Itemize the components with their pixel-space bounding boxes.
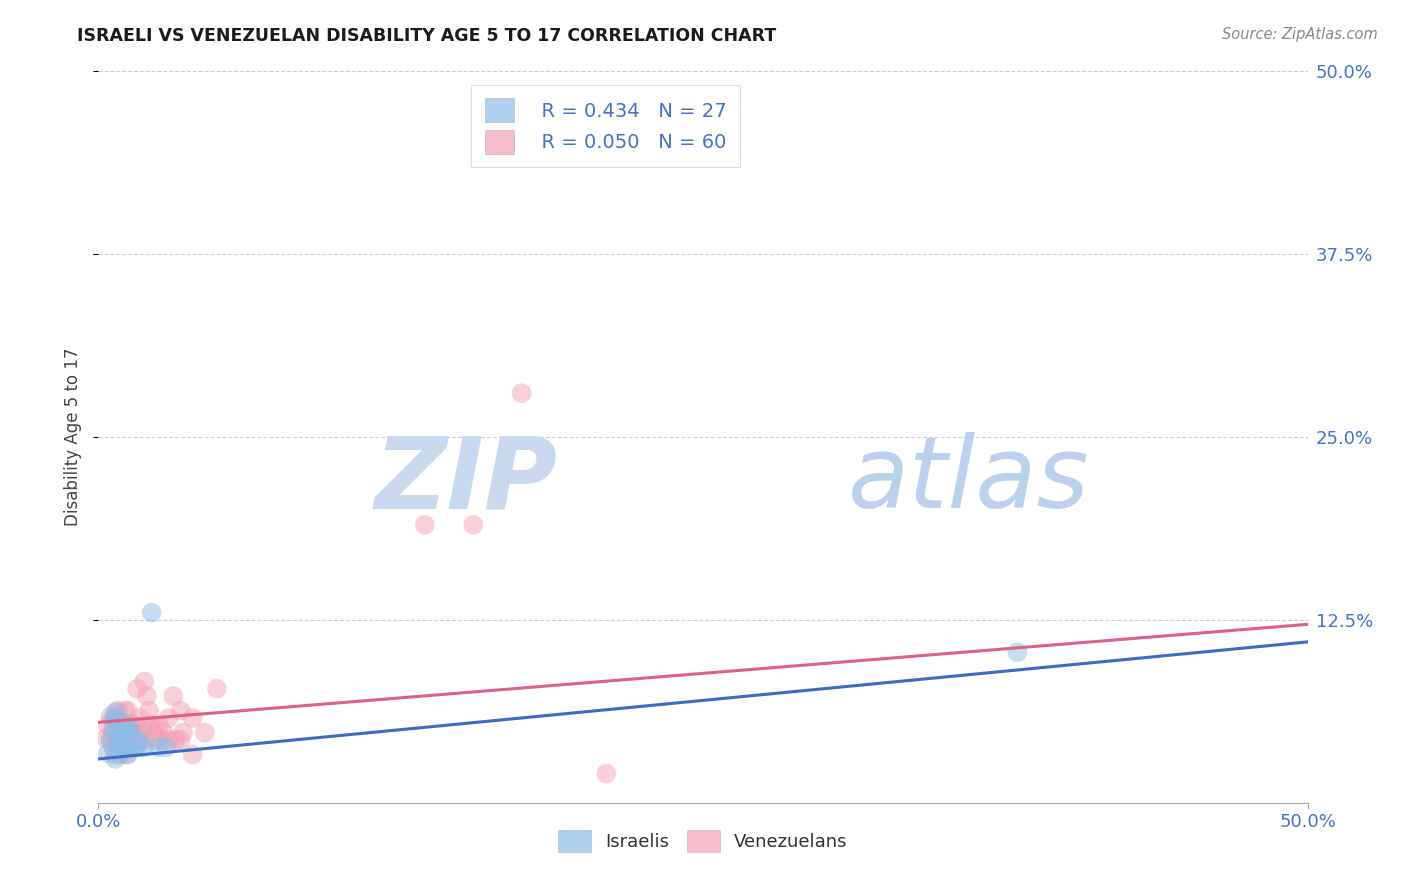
Point <box>101 713 124 727</box>
Y-axis label: Disability Age 5 to 17: Disability Age 5 to 17 <box>65 348 83 526</box>
Point <box>121 732 143 747</box>
Point <box>114 718 136 732</box>
Point <box>97 746 120 760</box>
Point <box>104 705 127 719</box>
Point <box>121 718 143 732</box>
Point <box>100 731 122 746</box>
Point <box>111 740 134 755</box>
Point <box>413 517 436 532</box>
Point <box>155 740 177 755</box>
Point <box>118 718 141 732</box>
Point <box>127 740 149 755</box>
Point <box>205 681 228 696</box>
Point <box>194 725 217 739</box>
Point <box>135 689 157 703</box>
Point <box>114 729 136 743</box>
Point <box>107 740 129 755</box>
Point <box>104 725 127 739</box>
Point <box>114 704 136 718</box>
Point <box>108 740 131 755</box>
Point <box>107 704 129 718</box>
Point <box>141 718 163 732</box>
Point <box>128 734 150 748</box>
Point <box>134 674 156 689</box>
Point <box>101 723 124 737</box>
Point <box>117 704 139 718</box>
Point <box>152 725 174 739</box>
Point <box>100 734 122 748</box>
Point <box>134 732 156 747</box>
Point <box>148 740 170 755</box>
Point <box>108 747 131 762</box>
Point <box>127 681 149 696</box>
Point <box>150 732 173 747</box>
Point <box>97 718 120 732</box>
Point <box>169 732 191 747</box>
Point <box>141 606 163 620</box>
Point <box>104 752 127 766</box>
Point <box>108 732 131 747</box>
Point <box>143 725 166 739</box>
Point <box>181 747 204 762</box>
Point <box>104 711 127 725</box>
Point <box>128 732 150 747</box>
Point <box>104 747 127 762</box>
Point <box>117 747 139 762</box>
Point <box>111 715 134 730</box>
Point <box>510 386 533 401</box>
Point <box>108 725 131 739</box>
Point <box>121 729 143 743</box>
Point <box>107 711 129 725</box>
Legend: Israelis, Venezuelans: Israelis, Venezuelans <box>551 823 855 860</box>
Point <box>138 704 160 718</box>
Point <box>101 740 124 755</box>
Point <box>138 718 160 732</box>
Point <box>107 740 129 755</box>
Point <box>114 740 136 755</box>
Point <box>107 725 129 739</box>
Point <box>117 732 139 747</box>
Point <box>124 732 146 747</box>
Point <box>157 711 180 725</box>
Point <box>117 720 139 734</box>
Point <box>108 718 131 732</box>
Point <box>94 731 117 746</box>
Point <box>145 732 167 747</box>
Point <box>165 732 187 747</box>
Point <box>101 725 124 739</box>
Point <box>114 740 136 755</box>
Point <box>128 711 150 725</box>
Point <box>124 740 146 755</box>
Point <box>1007 645 1029 659</box>
Point <box>157 732 180 747</box>
Point <box>172 725 194 739</box>
Point <box>148 718 170 732</box>
Point <box>169 704 191 718</box>
Point <box>181 711 204 725</box>
Point <box>463 517 485 532</box>
Text: ZIP: ZIP <box>375 433 558 530</box>
Point <box>134 740 156 755</box>
Point <box>595 766 617 780</box>
Point <box>117 747 139 762</box>
Point <box>127 732 149 747</box>
Point <box>118 723 141 737</box>
Point <box>107 718 129 732</box>
Point <box>111 725 134 739</box>
Point <box>118 740 141 755</box>
Text: Source: ZipAtlas.com: Source: ZipAtlas.com <box>1222 27 1378 42</box>
Point <box>124 718 146 732</box>
Text: ISRAELI VS VENEZUELAN DISABILITY AGE 5 TO 17 CORRELATION CHART: ISRAELI VS VENEZUELAN DISABILITY AGE 5 T… <box>77 27 776 45</box>
Text: atlas: atlas <box>848 433 1090 530</box>
Point <box>111 740 134 755</box>
Point <box>162 689 184 703</box>
Point <box>100 709 122 723</box>
Point <box>131 725 153 739</box>
